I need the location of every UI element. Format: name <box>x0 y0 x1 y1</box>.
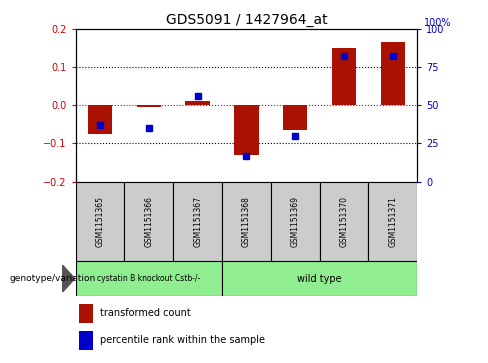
Bar <box>88 105 112 134</box>
Text: genotype/variation: genotype/variation <box>10 274 96 283</box>
Bar <box>368 182 417 261</box>
Bar <box>79 331 93 350</box>
Bar <box>173 182 222 261</box>
Bar <box>185 101 210 105</box>
Text: cystatin B knockout Cstb-/-: cystatin B knockout Cstb-/- <box>97 274 201 283</box>
Bar <box>283 105 307 130</box>
Polygon shape <box>62 265 75 292</box>
Bar <box>124 182 173 261</box>
Bar <box>137 105 161 107</box>
Text: wild type: wild type <box>297 274 342 284</box>
Text: GSM1151366: GSM1151366 <box>144 196 153 247</box>
Text: GSM1151371: GSM1151371 <box>388 196 397 247</box>
Text: GSM1151368: GSM1151368 <box>242 196 251 247</box>
Bar <box>320 182 368 261</box>
Bar <box>271 182 320 261</box>
Bar <box>76 261 222 296</box>
Text: GSM1151367: GSM1151367 <box>193 196 202 247</box>
Text: transformed count: transformed count <box>100 308 190 318</box>
Bar <box>381 42 405 105</box>
Bar <box>234 105 259 155</box>
Bar <box>79 304 93 323</box>
Bar <box>222 182 271 261</box>
Text: GSM1151369: GSM1151369 <box>291 196 300 247</box>
Bar <box>222 261 417 296</box>
Text: 100%: 100% <box>424 17 451 28</box>
Text: GSM1151365: GSM1151365 <box>96 196 104 247</box>
Text: GSM1151370: GSM1151370 <box>340 196 348 247</box>
Bar <box>332 48 356 105</box>
Text: percentile rank within the sample: percentile rank within the sample <box>100 335 264 346</box>
Title: GDS5091 / 1427964_at: GDS5091 / 1427964_at <box>165 13 327 26</box>
Bar <box>76 182 124 261</box>
